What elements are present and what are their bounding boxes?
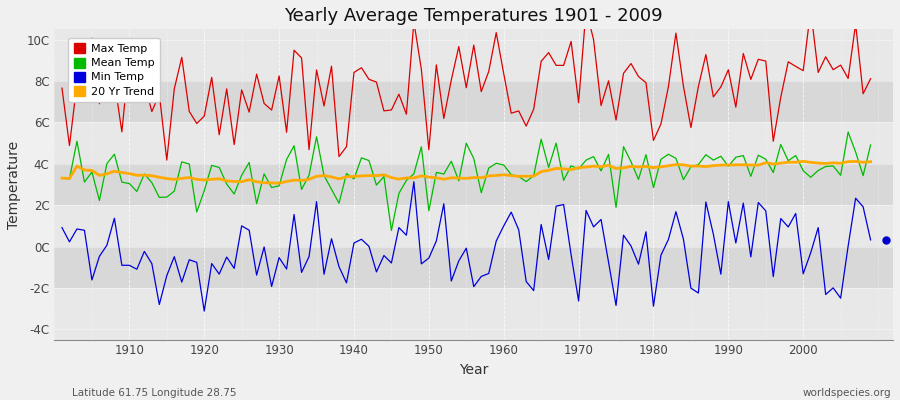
Title: Yearly Average Temperatures 1901 - 2009: Yearly Average Temperatures 1901 - 2009 — [284, 7, 663, 25]
Y-axis label: Temperature: Temperature — [7, 140, 21, 228]
Legend: Max Temp, Mean Temp, Min Temp, 20 Yr Trend: Max Temp, Mean Temp, Min Temp, 20 Yr Tre… — [68, 38, 160, 102]
Bar — [55, 81, 893, 122]
Bar — [55, 246, 893, 288]
X-axis label: Year: Year — [459, 363, 489, 377]
Text: worldspecies.org: worldspecies.org — [803, 388, 891, 398]
Bar — [55, 164, 893, 205]
Text: Latitude 61.75 Longitude 28.75: Latitude 61.75 Longitude 28.75 — [72, 388, 237, 398]
